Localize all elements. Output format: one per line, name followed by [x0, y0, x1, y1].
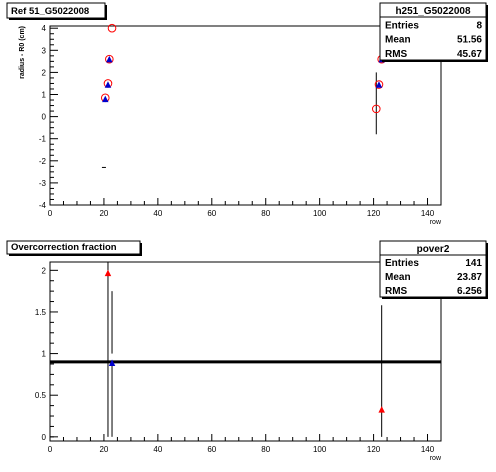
- y-tick-label: -2: [39, 157, 47, 166]
- x-tick-label: 80: [261, 209, 270, 218]
- y-tick-label: 0: [42, 113, 47, 122]
- stats-value: 51.56: [457, 35, 482, 46]
- x-tick-label: 140: [421, 445, 435, 454]
- x-axis-label: row: [430, 219, 442, 226]
- stats-value: 45.67: [457, 49, 482, 60]
- y-tick-label: 0.5: [35, 391, 47, 400]
- x-tick-label: 120: [367, 209, 381, 218]
- x-axis-label: row: [430, 455, 442, 462]
- stats-value: 23.87: [457, 272, 482, 283]
- y-tick-label: 3: [42, 46, 47, 55]
- chart-panel-2: 0 20 40 60 80 100 120 140 0 0.5 1 1.5 2 row Overcorrec…: [6, 240, 488, 462]
- stats-box: [379, 240, 487, 298]
- stats-label: Entries: [385, 20, 419, 31]
- plot-frame: [49, 25, 442, 206]
- data-point-circle: [374, 80, 384, 89]
- data-point-circle: [371, 104, 381, 114]
- y-tick-label: -3: [39, 179, 47, 188]
- y-tick-label: 0: [42, 433, 47, 442]
- stats-title: h251_G5022008: [395, 6, 471, 17]
- y-tick-label: -1: [39, 135, 47, 144]
- stats-label: RMS: [385, 49, 408, 60]
- y-axis-label: radius - R0 (cm): [19, 26, 26, 79]
- data-point-triangle: [378, 406, 385, 413]
- chart-panel-1: 0 20 40 60 80 100 120 140 -4 -3 -2 -1 0 1 2 3 4 row radius…: [6, 2, 488, 226]
- x-tick-label: 20: [99, 445, 108, 454]
- x-tick-label: 20: [99, 209, 108, 218]
- x-tick-label: 80: [261, 445, 270, 454]
- data-point-triangle: [108, 359, 116, 366]
- stats-label: Entries: [385, 258, 419, 269]
- stats-value: 8: [476, 20, 482, 31]
- stats-value: 141: [465, 258, 482, 269]
- stats-box: [379, 2, 487, 61]
- stats-label: RMS: [385, 286, 408, 297]
- x-tick-label: 120: [367, 445, 381, 454]
- data-point-triangle: [104, 81, 112, 88]
- y-tick-label: 4: [42, 24, 47, 33]
- x-tick-label: 60: [207, 209, 216, 218]
- title-box: [6, 2, 106, 19]
- data-point-triangle: [106, 55, 113, 63]
- y-tick-label: 2: [42, 266, 47, 275]
- x-tick-label: 0: [48, 209, 53, 218]
- stats-label: Mean: [385, 272, 411, 283]
- x-tick-label: 40: [153, 209, 162, 218]
- y-tick-label: 1: [42, 91, 47, 100]
- chart-title: Ref 51_G5022008: [11, 6, 89, 17]
- stats-value: 6.256: [457, 286, 482, 297]
- y-tick-label: 2: [42, 68, 47, 77]
- chart-title: Overcorrection fraction: [11, 242, 117, 253]
- data-point-triangle: [102, 95, 109, 103]
- x-tick-label: 100: [313, 209, 327, 218]
- stats-label: Mean: [385, 35, 411, 46]
- y-tick-label: 1: [42, 350, 47, 359]
- data-point-triangle: [104, 269, 112, 277]
- y-tick-label: 1.5: [35, 308, 47, 317]
- x-tick-label: 60: [207, 445, 216, 454]
- data-point-circle: [105, 54, 114, 64]
- x-tick-label: 0: [48, 445, 53, 454]
- x-tick-label: 140: [421, 209, 435, 218]
- stats-title: pover2: [417, 244, 450, 255]
- data-point-circle: [107, 23, 117, 33]
- title-box: [6, 240, 141, 255]
- x-tick-label: 100: [313, 445, 327, 454]
- data-point-triangle: [375, 81, 383, 88]
- x-tick-label: 40: [153, 445, 162, 454]
- plot-frame: [49, 261, 442, 442]
- y-tick-label: -4: [39, 201, 47, 210]
